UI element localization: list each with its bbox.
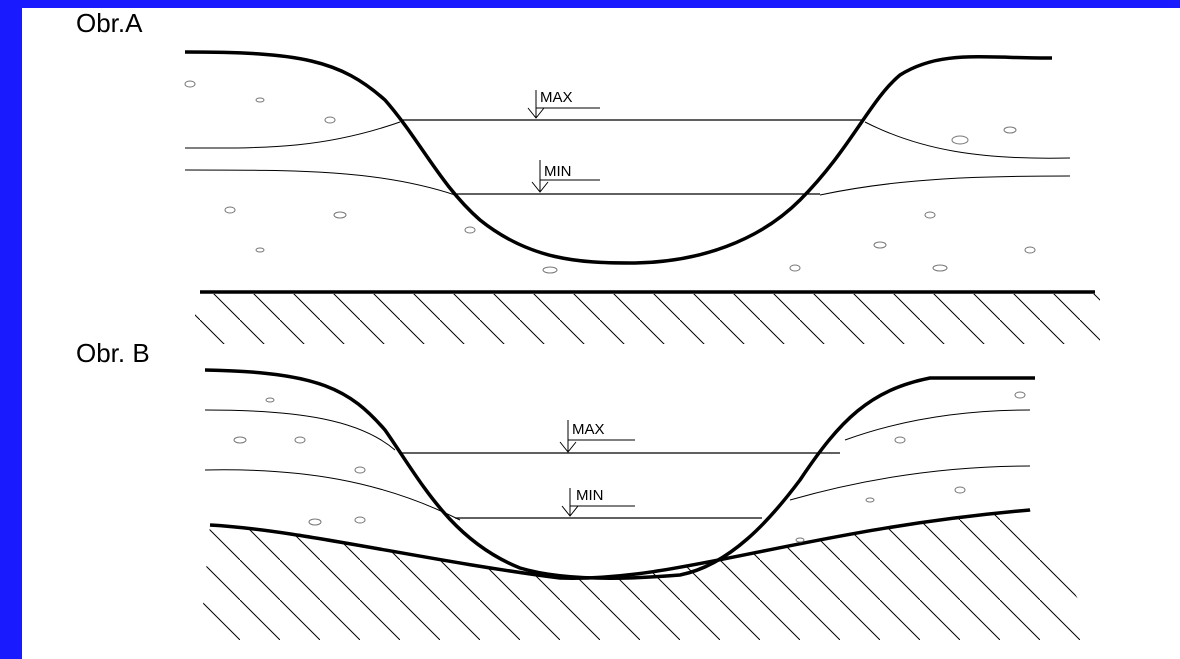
figure-a: MAX MIN (185, 52, 1100, 344)
level-label: MIN (576, 487, 604, 504)
level-label: MAX (572, 421, 605, 438)
page: Obr.A MAX MIN Obr. B (0, 0, 1180, 659)
diagram: Obr.A MAX MIN Obr. B (0, 0, 1180, 659)
level-label: MIN (544, 163, 572, 180)
figure-label: Obr.A (76, 8, 143, 38)
figure-label: Obr. B (76, 338, 150, 368)
level-label: MAX (540, 89, 573, 106)
figure-b: MAX MIN (195, 370, 1100, 640)
